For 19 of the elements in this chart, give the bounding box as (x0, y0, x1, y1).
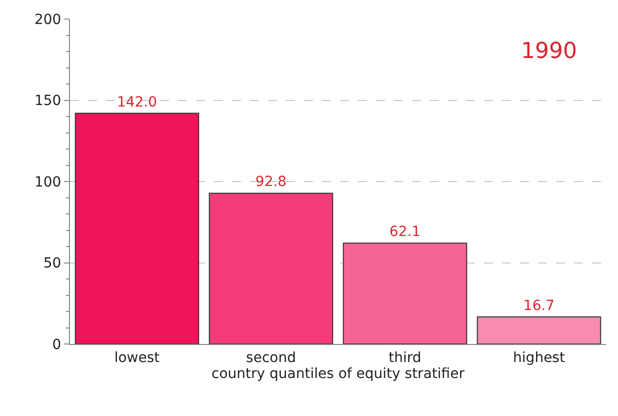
bar (476, 316, 602, 344)
bar (342, 242, 468, 344)
annotation: 1990 (521, 39, 577, 64)
data-label: 142.0 (116, 94, 158, 110)
data-label: 16.7 (523, 298, 555, 314)
x-tick-label: lowest (114, 350, 160, 366)
x-tick-label: highest (513, 350, 566, 366)
data-label: 92.8 (255, 174, 287, 190)
x-axis-title: country quantiles of equity stratifier (212, 366, 465, 382)
bar (208, 192, 334, 344)
bar (74, 112, 200, 344)
x-tick-label: third (388, 350, 422, 366)
y-tick-label: 0 (52, 336, 62, 353)
x-tick-label: second (246, 350, 296, 366)
y-tick-label: 150 (34, 93, 62, 110)
y-tick-label: 200 (34, 12, 62, 28)
data-label: 62.1 (389, 224, 421, 240)
y-tick-label: 100 (34, 174, 62, 190)
y-tick-label: 50 (43, 256, 62, 272)
